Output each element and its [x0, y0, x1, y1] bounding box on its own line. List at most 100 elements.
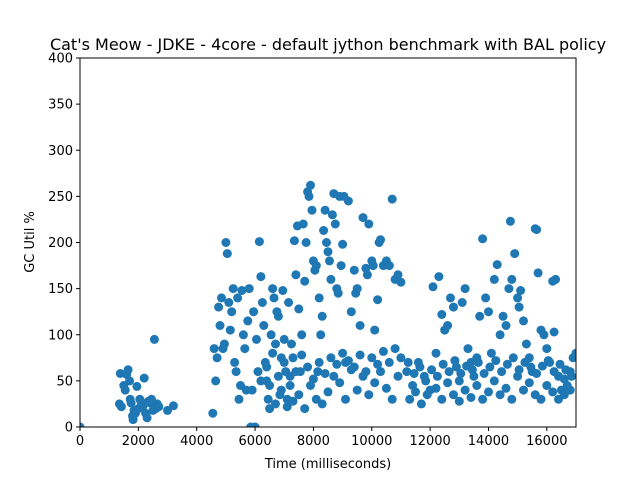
data-point — [548, 387, 558, 397]
data-point — [225, 325, 235, 335]
data-point — [273, 371, 283, 381]
data-point — [208, 408, 218, 418]
data-point — [263, 394, 273, 404]
data-point — [211, 376, 221, 386]
data-point — [361, 367, 371, 377]
data-point — [330, 219, 340, 229]
data-point — [291, 367, 301, 377]
data-point — [247, 385, 257, 395]
data-point — [498, 311, 508, 321]
data-point — [116, 402, 126, 412]
x-tick-label: 8000 — [297, 434, 330, 449]
data-point — [355, 350, 365, 360]
data-point — [481, 293, 491, 303]
data-point — [364, 390, 374, 400]
data-point — [519, 385, 528, 395]
data-point — [352, 385, 362, 395]
data-point — [505, 216, 515, 226]
data-point — [209, 344, 219, 354]
data-point — [139, 373, 149, 383]
data-point — [230, 357, 240, 367]
data-point — [142, 413, 152, 423]
data-point — [244, 284, 254, 294]
x-tick-label: 12000 — [409, 434, 450, 449]
data-point — [497, 367, 507, 377]
data-point — [358, 213, 368, 223]
data-point — [437, 310, 447, 319]
data-point — [300, 276, 310, 286]
data-point — [322, 238, 331, 247]
data-point — [224, 298, 234, 307]
data-point — [427, 365, 437, 375]
data-point — [266, 330, 276, 340]
data-point — [243, 316, 253, 326]
data-point — [252, 334, 261, 344]
data-point — [454, 396, 464, 406]
data-point — [532, 225, 542, 235]
data-point — [489, 376, 499, 386]
data-point — [254, 237, 264, 247]
data-point — [393, 270, 403, 280]
y-tick-label: 350 — [48, 98, 73, 113]
data-point — [338, 239, 348, 249]
data-point — [533, 268, 543, 278]
data-point — [215, 321, 225, 330]
data-point — [368, 261, 378, 271]
data-point — [335, 378, 345, 388]
data-point — [472, 381, 482, 390]
data-point — [278, 286, 288, 295]
data-point — [565, 385, 575, 395]
data-point — [240, 344, 250, 354]
data-point — [341, 394, 350, 404]
data-point — [526, 362, 536, 372]
y-tick-label: 400 — [48, 52, 73, 67]
data-point — [259, 321, 269, 330]
data-point — [507, 274, 517, 284]
data-point — [491, 356, 501, 366]
data-point — [154, 402, 164, 412]
data-point — [336, 261, 346, 271]
x-tick-label: 16000 — [526, 434, 567, 449]
data-point — [297, 350, 307, 360]
y-tick-label: 150 — [48, 282, 73, 297]
data-point — [282, 402, 292, 412]
data-point — [319, 226, 329, 235]
data-point — [249, 307, 259, 317]
data-point — [478, 394, 488, 404]
data-point — [268, 348, 278, 358]
data-point — [450, 356, 460, 366]
data-point — [381, 383, 391, 393]
data-point — [301, 238, 311, 247]
data-point — [489, 274, 499, 284]
data-point — [387, 194, 397, 204]
data-point — [396, 353, 406, 363]
data-point — [543, 356, 553, 366]
data-point — [431, 348, 441, 358]
data-point — [370, 378, 380, 388]
data-point — [521, 339, 531, 349]
data-point — [279, 357, 289, 367]
data-point — [298, 219, 308, 229]
data-point — [390, 344, 400, 354]
data-point — [446, 293, 455, 303]
y-tick-label: 200 — [48, 236, 73, 251]
x-tick-label: 0 — [76, 434, 84, 449]
data-point — [567, 371, 576, 381]
data-point — [227, 307, 237, 317]
data-point — [343, 356, 353, 366]
data-point — [396, 277, 406, 287]
data-point — [233, 293, 243, 303]
data-point — [467, 365, 477, 375]
data-point — [294, 390, 304, 400]
data-point — [304, 191, 314, 201]
data-point — [355, 321, 365, 330]
data-point — [307, 205, 317, 215]
data-point — [271, 399, 280, 409]
data-point — [466, 393, 476, 402]
data-point — [514, 365, 524, 375]
y-tick-label: 100 — [48, 328, 73, 343]
data-point — [492, 260, 502, 270]
chart-title: Cat's Meow - JDKE - 4core - default jyth… — [50, 35, 606, 54]
data-point — [449, 390, 458, 400]
data-point — [313, 367, 323, 377]
